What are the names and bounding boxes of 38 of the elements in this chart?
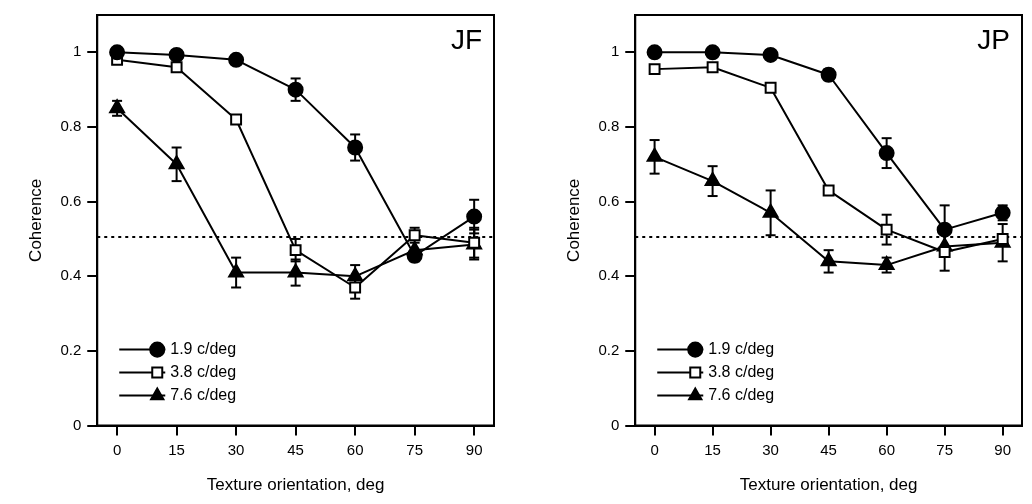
legend-label: 1.9 c/deg bbox=[708, 340, 775, 358]
x-tick-label: 0 bbox=[112, 440, 122, 458]
annotation: JF bbox=[450, 23, 482, 55]
x-tick-label: 15 bbox=[704, 440, 721, 458]
y-tick-label: 0.4 bbox=[60, 266, 82, 284]
x-tick-label: 75 bbox=[406, 440, 423, 458]
y-tick-label: 0.6 bbox=[60, 191, 82, 209]
legend-label: 7.6 c/deg bbox=[170, 386, 237, 404]
x-tick-label: 75 bbox=[936, 440, 953, 458]
x-tick-label: 45 bbox=[287, 440, 304, 458]
y-tick-label: 0.2 bbox=[598, 341, 620, 359]
y-axis-title: Coherence bbox=[25, 178, 45, 262]
y-axis-title: Coherence bbox=[563, 178, 583, 262]
legend-label: 3.8 c/deg bbox=[708, 363, 775, 381]
y-tick-label: 0.6 bbox=[598, 191, 620, 209]
legend-label: 1.9 c/deg bbox=[170, 340, 237, 358]
y-tick-label: 1 bbox=[610, 42, 620, 60]
x-tick-label: 0 bbox=[650, 440, 659, 458]
x-axis-title: Texture orientation, deg bbox=[206, 475, 385, 495]
x-tick-label: 30 bbox=[227, 440, 245, 458]
annotation: JP bbox=[977, 23, 1010, 55]
y-tick-label: 0.8 bbox=[60, 117, 82, 135]
x-tick-label: 60 bbox=[346, 440, 364, 458]
x-tick-label: 15 bbox=[168, 440, 185, 458]
x-tick-label: 60 bbox=[878, 440, 895, 458]
x-tick-label: 45 bbox=[820, 440, 837, 458]
y-tick-label: 0.2 bbox=[60, 341, 82, 359]
y-tick-label: 0.4 bbox=[598, 266, 620, 284]
x-tick-label: 90 bbox=[465, 440, 483, 458]
x-tick-label: 30 bbox=[762, 440, 779, 458]
legend-label: 3.8 c/deg bbox=[170, 363, 237, 381]
x-tick-label: 90 bbox=[994, 440, 1012, 458]
legend-label: 7.6 c/deg bbox=[708, 386, 775, 404]
y-tick-label: 1 bbox=[72, 42, 82, 60]
x-axis-title: Texture orientation, deg bbox=[739, 475, 918, 495]
y-tick-label: 0 bbox=[72, 415, 82, 433]
y-tick-label: 0.8 bbox=[598, 117, 620, 135]
y-tick-label: 0 bbox=[610, 415, 620, 433]
